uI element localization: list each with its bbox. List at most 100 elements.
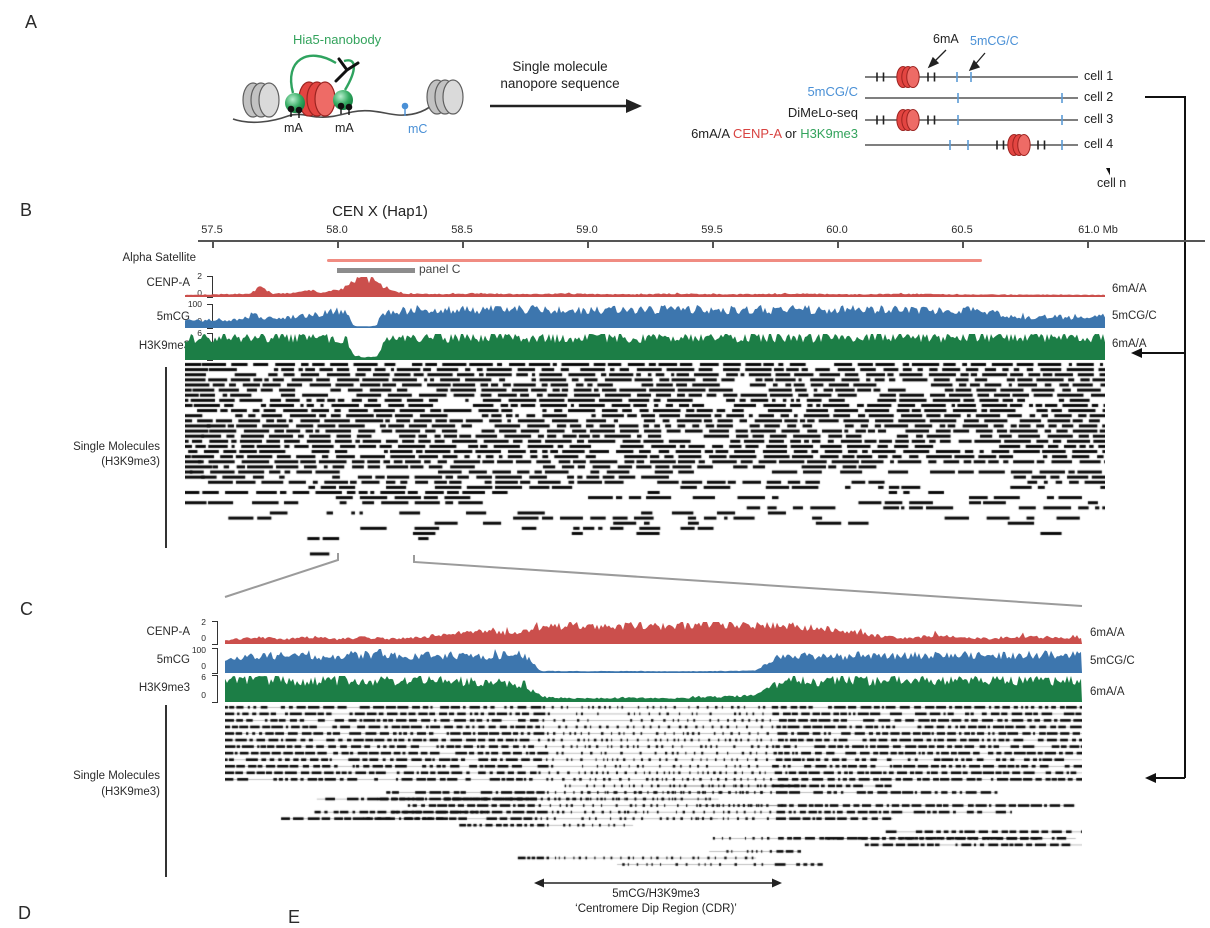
right-label-6ma-c2: 6mA/A [1090, 686, 1125, 698]
scale-h3k9me3-bottom-c: 0 [201, 690, 206, 700]
single-molecule-reads-b [185, 362, 1105, 558]
right-label-5mcg-c: 5mCG/C [1090, 655, 1135, 667]
nucleosome-red-cenpa [298, 81, 336, 117]
coverage-area [225, 676, 1082, 702]
axis-tick [1087, 241, 1089, 248]
axis-tick-label: 59.0 [576, 224, 598, 236]
dimelo-legend: 5mCG/C DiMeLo-seq 6mA/A CENP-A or H3K9me… [558, 81, 858, 144]
nucleosome-gray-left [242, 82, 280, 118]
track-label-5mcg-b: 5mCG [156, 311, 190, 323]
cell-2-label: cell 2 [1084, 90, 1114, 104]
scale-cenpa-top-b: 2 [197, 271, 202, 281]
single-molecules-label-c-1: Single Molecules [73, 770, 160, 782]
hia5-nanobody-label: Hia5-nanobody [293, 32, 382, 47]
panel-label-e: E [288, 907, 301, 927]
cdr-label-line2: ‘Centromere Dip Region (CDR)’ [575, 903, 737, 915]
legend-h3k9me3: H3K9me3 [800, 126, 858, 141]
axis-tick-label: 60.0 [826, 224, 848, 236]
scale-bracket [212, 621, 218, 645]
coverage-area [185, 277, 1105, 297]
cell-1-label: cell 1 [1084, 69, 1114, 83]
nanobody-tether-left [290, 54, 337, 94]
legend-dimelo: DiMeLo-seq [787, 105, 858, 120]
scale-cenpa-bottom-b: 0 [197, 288, 202, 298]
scale-h3k9me3-top-c: 6 [201, 672, 206, 682]
track-label-h3k9me3-c: H3K9me3 [138, 682, 190, 694]
axis-tick [712, 241, 714, 248]
6ma-ticks [876, 72, 1046, 150]
single-molecules-label-c-2: (H3K9me3) [101, 786, 160, 798]
axis-tick [337, 241, 339, 248]
panel-link-bracket [1131, 96, 1186, 783]
alpha-satellite-label: Alpha Satellite [122, 252, 196, 264]
nucleosome-gray-right [426, 79, 464, 115]
single-molecule-reads-c [225, 705, 1082, 872]
scale-cenpa-bottom-c: 0 [201, 633, 206, 643]
scale-bracket [212, 675, 218, 703]
panel-label-c: C [20, 599, 33, 619]
coverage-area [185, 305, 1105, 328]
cell4-nucleosome [1007, 133, 1031, 157]
legend-6ma-targets: 6mA/A CENP-A or H3K9me3 [691, 126, 858, 141]
track-label-h3k9me3-b: H3K9me3 [138, 340, 190, 352]
legend-5mcg: 5mCG/C [807, 84, 858, 99]
x-axis-line [198, 240, 1205, 242]
axis-tick [212, 241, 214, 248]
right-label-5mcg-b: 5mCG/C [1112, 310, 1157, 322]
track-label-cenpa-b: CENP-A [146, 277, 190, 289]
panel-a-cartoon [232, 49, 1110, 176]
coverage-area [225, 649, 1082, 673]
scale-5mcg-top-b: 100 [187, 299, 202, 309]
label-pointer-arrows [927, 49, 986, 72]
scale-bracket [207, 304, 213, 329]
scale-bracket [212, 648, 218, 674]
axis-tick-label: 58.0 [326, 224, 348, 236]
panel-label-d: D [18, 903, 31, 923]
axis-tick [462, 241, 464, 248]
cell-n-arrowhead [1106, 168, 1110, 176]
single-molecules-label-b-1: Single Molecules [73, 441, 160, 453]
coverage-area [225, 622, 1082, 644]
5mc-ticks [949, 72, 1063, 150]
axis-tick-label: 58.5 [451, 224, 473, 236]
cell3-nucleosome [896, 108, 920, 132]
ma-label-2: mA [335, 121, 354, 135]
cell-3-label: cell 3 [1084, 112, 1114, 126]
cell-4-label: cell 4 [1084, 137, 1114, 151]
nanobody-tether-right [343, 59, 356, 91]
scale-bracket [207, 276, 213, 298]
cell1-nucleosome [896, 65, 920, 89]
cell-n-label: cell n [1097, 176, 1127, 190]
ma-label-1: mA [284, 121, 303, 135]
zoom-connector-lines [224, 553, 1083, 607]
axis-tick-label: 60.5 [951, 224, 973, 236]
right-label-6ma-b1: 6mA/A [1112, 283, 1147, 295]
coverage-track-cenpa-c [225, 622, 1082, 644]
mc-label: mC [408, 122, 428, 136]
antibody-icon [334, 57, 360, 83]
mc-lollipop [401, 102, 409, 116]
axis-tick [837, 241, 839, 248]
panel-c-region-bar [337, 268, 415, 273]
track-label-cenpa-c: CENP-A [146, 626, 190, 638]
coverage-track-h3k9me3-b [185, 334, 1105, 360]
ma-lollipops [287, 102, 353, 118]
panel-label-b: B [20, 200, 33, 220]
6ma-pointer-label: 6mA [933, 32, 959, 46]
scale-5mcg-bottom-c: 0 [201, 661, 206, 671]
axis-tick [962, 241, 964, 248]
single-molecules-rule-c [165, 705, 167, 877]
cell-lines [865, 76, 1078, 146]
coverage-track-5mcg-c [225, 649, 1082, 673]
scale-h3k9me3-top-b: 6 [197, 328, 202, 338]
axis-tick [587, 241, 589, 248]
panel-b-title: CEN X (Hap1) [332, 203, 428, 220]
right-label-6ma-b2: 6mA/A [1112, 338, 1147, 350]
scale-5mcg-top-c: 100 [191, 645, 206, 655]
single-molecules-label-b-2: (H3K9me3) [101, 456, 160, 468]
cdr-label-line1: 5mCG/H3K9me3 [612, 888, 700, 900]
panel-label-a: A [25, 12, 38, 32]
sequence-arrow-caption: Single molecule nanopore sequence [500, 59, 620, 91]
right-label-6ma-c1: 6mA/A [1090, 627, 1125, 639]
